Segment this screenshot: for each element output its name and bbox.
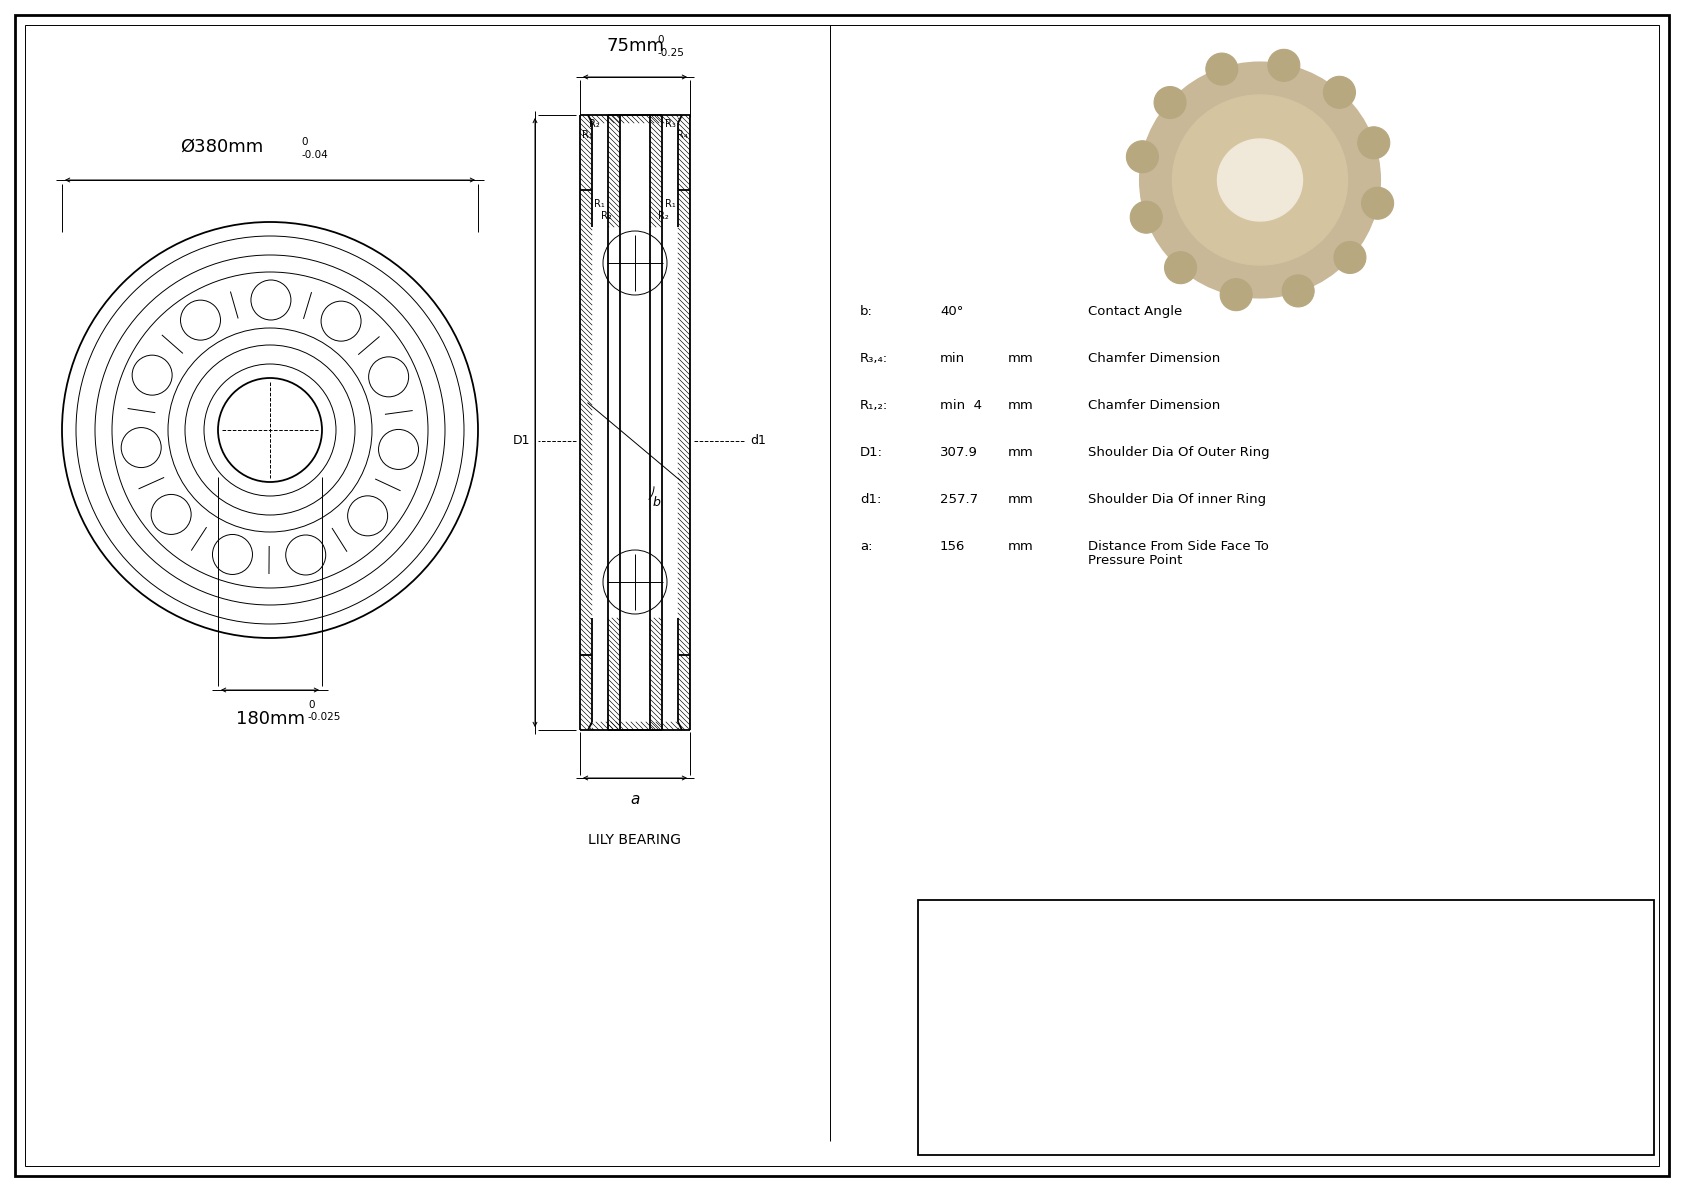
Text: mm: mm — [1009, 399, 1034, 412]
Text: Contact Angle: Contact Angle — [1088, 305, 1182, 318]
Text: Pressure Point: Pressure Point — [1088, 554, 1182, 567]
Text: 0: 0 — [301, 137, 308, 146]
Text: Email: lilybearing@lily-bearing.com: Email: lilybearing@lily-bearing.com — [1250, 975, 1497, 990]
Ellipse shape — [1172, 95, 1347, 266]
Text: b:: b: — [861, 305, 872, 318]
Text: D1: D1 — [512, 434, 530, 447]
Circle shape — [1206, 54, 1238, 85]
Text: mm: mm — [1009, 445, 1034, 459]
Text: LILY BEARING: LILY BEARING — [588, 833, 682, 847]
Text: mm: mm — [1009, 540, 1034, 553]
Bar — [918, 900, 1654, 1155]
Ellipse shape — [1218, 139, 1302, 222]
Circle shape — [1334, 242, 1366, 274]
Text: Distance From Side Face To: Distance From Side Face To — [1088, 540, 1268, 553]
Circle shape — [1362, 187, 1394, 219]
Text: R₂: R₂ — [589, 119, 600, 129]
Text: 180mm: 180mm — [236, 710, 305, 728]
Text: Part
Number: Part Number — [975, 1074, 1036, 1108]
Circle shape — [1154, 87, 1186, 119]
Text: b: b — [653, 495, 660, 509]
Text: R₄: R₄ — [677, 130, 689, 141]
Text: LILY: LILY — [946, 937, 1063, 989]
Text: SHANGHAI LILY BEARING LIMITED: SHANGHAI LILY BEARING LIMITED — [1218, 933, 1529, 950]
Text: a:: a: — [861, 540, 872, 553]
Text: 156: 156 — [940, 540, 965, 553]
Text: R₁: R₁ — [665, 199, 675, 208]
Circle shape — [1357, 126, 1389, 158]
Text: CE7336ZR: CE7336ZR — [1322, 1064, 1425, 1081]
Text: mm: mm — [1009, 493, 1034, 506]
Circle shape — [1165, 251, 1197, 283]
Text: -0.25: -0.25 — [657, 48, 684, 58]
Text: d1:: d1: — [861, 493, 881, 506]
Text: a: a — [630, 792, 640, 807]
Text: R₃,₄:: R₃,₄: — [861, 353, 887, 364]
Text: R₂: R₂ — [601, 211, 611, 222]
Text: R₁: R₁ — [583, 130, 593, 141]
Text: Chamfer Dimension: Chamfer Dimension — [1088, 399, 1221, 412]
Text: -0.025: -0.025 — [308, 712, 342, 722]
Text: ®: ® — [1052, 924, 1069, 942]
Circle shape — [1324, 76, 1356, 108]
Text: 40°: 40° — [940, 305, 963, 318]
Ellipse shape — [1140, 62, 1379, 298]
Text: R₃: R₃ — [665, 119, 675, 129]
Text: Ø380mm: Ø380mm — [180, 138, 264, 156]
Text: Ceramic Angular Contact Ball Bearings: Ceramic Angular Contact Ball Bearings — [1231, 1104, 1516, 1118]
Circle shape — [1127, 141, 1159, 173]
Text: 307.9: 307.9 — [940, 445, 978, 459]
Circle shape — [1282, 275, 1314, 307]
Text: D1:: D1: — [861, 445, 882, 459]
Text: Shoulder Dia Of inner Ring: Shoulder Dia Of inner Ring — [1088, 493, 1266, 506]
Text: min  4: min 4 — [940, 399, 982, 412]
Text: Chamfer Dimension: Chamfer Dimension — [1088, 353, 1221, 364]
Text: mm: mm — [1009, 353, 1034, 364]
Text: Shoulder Dia Of Outer Ring: Shoulder Dia Of Outer Ring — [1088, 445, 1270, 459]
Text: 0: 0 — [657, 35, 663, 45]
Circle shape — [1268, 49, 1300, 81]
Text: -0.04: -0.04 — [301, 150, 328, 160]
Text: 75mm: 75mm — [606, 37, 663, 55]
Text: R₂: R₂ — [658, 211, 669, 222]
Circle shape — [1221, 279, 1253, 311]
Text: 257.7: 257.7 — [940, 493, 978, 506]
Text: R₁,₂:: R₁,₂: — [861, 399, 887, 412]
Text: min: min — [940, 353, 965, 364]
Text: 0: 0 — [308, 700, 315, 710]
Text: R₁: R₁ — [594, 199, 605, 208]
Circle shape — [1130, 201, 1162, 233]
Text: d1: d1 — [749, 434, 766, 447]
